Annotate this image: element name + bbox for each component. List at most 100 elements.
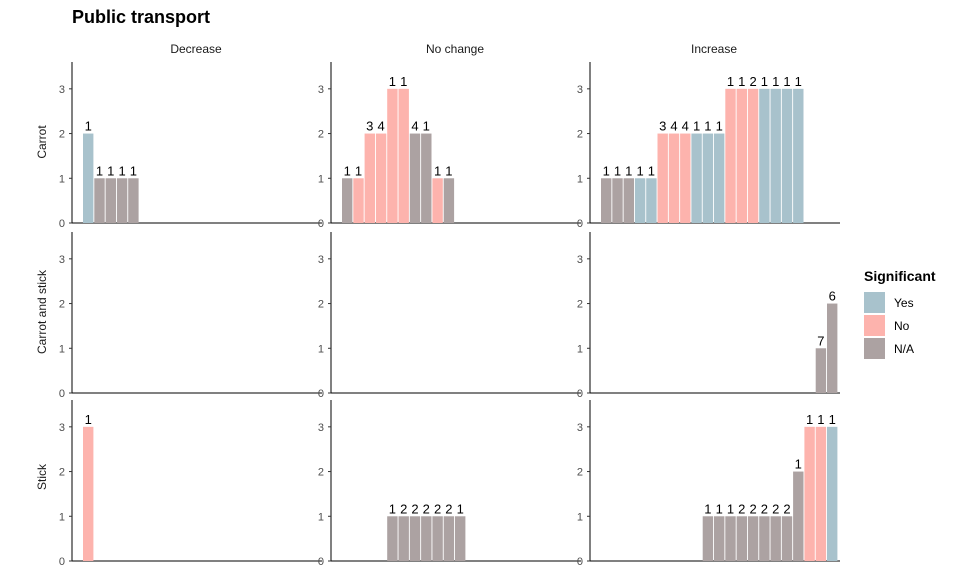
y-tick-label: 1: [318, 343, 324, 355]
y-tick-label: 3: [59, 254, 65, 266]
bar-n-a: [342, 178, 353, 223]
y-tick-label: 0: [318, 218, 324, 230]
bar-data-label: 1: [457, 501, 464, 516]
bar-data-label: 3: [659, 119, 666, 134]
y-tick-label: 1: [577, 511, 583, 523]
bar-n-a: [736, 516, 747, 561]
y-tick-label: 2: [577, 299, 583, 311]
bar-data-label: 2: [423, 501, 430, 516]
bar-data-label: 1: [355, 163, 362, 178]
bar-data-label: 1: [85, 412, 92, 427]
bar-no: [680, 133, 691, 223]
bar-yes: [646, 178, 657, 223]
y-tick-label: 3: [577, 422, 583, 434]
bar-no: [364, 133, 375, 223]
bar-n-a: [443, 516, 455, 561]
bar-data-label: 1: [389, 501, 396, 516]
panel-carrot-and-stick-no-change: 0 1 2 3: [318, 232, 581, 400]
bar-yes: [691, 133, 702, 223]
bar-yes: [793, 88, 804, 223]
col-strip-decrease: Decrease: [170, 42, 222, 56]
y-tick-label: 3: [318, 422, 324, 434]
bar-n-a: [409, 516, 421, 561]
bar-no: [432, 178, 443, 223]
legend: Significant Yes No N/A: [864, 268, 936, 359]
bar-data-label: 3: [366, 119, 373, 134]
row-strip-stick: Stick: [35, 463, 49, 490]
bar-data-label: 1: [783, 74, 790, 89]
bar-data-label: 1: [423, 119, 430, 134]
y-tick-label: 2: [577, 129, 583, 141]
bar-data-label: 4: [377, 119, 384, 134]
bar-data-label: 1: [772, 74, 779, 89]
y-tick-label: 2: [577, 467, 583, 479]
bar-no: [657, 133, 668, 223]
bar-n-a: [443, 178, 455, 223]
bar-data-label: 1: [85, 119, 92, 134]
y-tick-label: 3: [318, 254, 324, 266]
bar-data-label: 1: [400, 74, 407, 89]
bar-data-label: 1: [603, 163, 610, 178]
bar-n-a: [623, 178, 634, 223]
bar-n-a: [702, 516, 714, 561]
legend-swatch-no: [864, 315, 885, 336]
bar-data-label: 1: [389, 74, 396, 89]
bar-data-label: 2: [411, 501, 418, 516]
legend-label-yes: Yes: [894, 296, 914, 310]
bar-n-a: [815, 348, 827, 393]
y-tick-label: 1: [318, 173, 324, 185]
bar-yes: [770, 88, 781, 223]
bar-n-a: [387, 516, 398, 561]
bar-n-a: [409, 133, 421, 223]
bar-n-a: [827, 303, 838, 393]
row-strip-carrot-and-stick: Carrot and stick: [35, 269, 49, 354]
bar-n-a: [793, 471, 804, 561]
bar-data-label: 1: [795, 457, 802, 472]
bar-yes: [83, 133, 94, 223]
bar-data-label: 1: [704, 119, 711, 134]
legend-label-no: No: [894, 319, 910, 333]
legend-swatch-yes: [864, 292, 885, 313]
bar-n-a: [770, 516, 781, 561]
bar-yes: [702, 133, 714, 223]
bar-yes: [634, 178, 646, 223]
bar-data-label: 1: [727, 501, 734, 516]
bar-n-a: [421, 516, 432, 561]
bar-data-label: 2: [400, 501, 407, 516]
column-facet-strips: Decrease No change Increase: [170, 42, 737, 56]
y-tick-label: 0: [59, 218, 65, 230]
panel-carrot-and-stick-decrease: 0 1 2 3: [59, 232, 322, 400]
bar-data-label: 1: [817, 412, 824, 427]
bar-data-label: 1: [693, 119, 700, 134]
bar-n-a: [398, 516, 409, 561]
bar-n-a: [421, 133, 432, 223]
bar-no: [725, 88, 736, 223]
bar-data-label: 2: [783, 501, 790, 516]
panel-carrot-and-stick-increase: 0 1 2 3 7 6: [577, 232, 840, 400]
bar-data-label: 1: [738, 74, 745, 89]
bar-data-label: 1: [636, 163, 643, 178]
bar-data-label: 2: [749, 74, 756, 89]
y-tick-label: 1: [318, 511, 324, 523]
bar-n-a: [759, 516, 770, 561]
y-tick-label: 1: [59, 511, 65, 523]
bar-no: [353, 178, 364, 223]
bar-n-a: [601, 178, 612, 223]
bar-data-label: 2: [445, 501, 452, 516]
bar-n-a: [128, 178, 139, 223]
bar-no: [747, 88, 759, 223]
y-tick-label: 3: [577, 254, 583, 266]
y-tick-label: 2: [318, 467, 324, 479]
panel-stick-decrease: 0 1 2 3 1: [59, 400, 322, 568]
bar-no: [815, 426, 827, 561]
y-tick-label: 1: [59, 343, 65, 355]
bar-data-label: 1: [727, 74, 734, 89]
y-tick-label: 2: [59, 129, 65, 141]
bar-data-label: 1: [445, 163, 452, 178]
bar-data-label: 1: [434, 163, 441, 178]
